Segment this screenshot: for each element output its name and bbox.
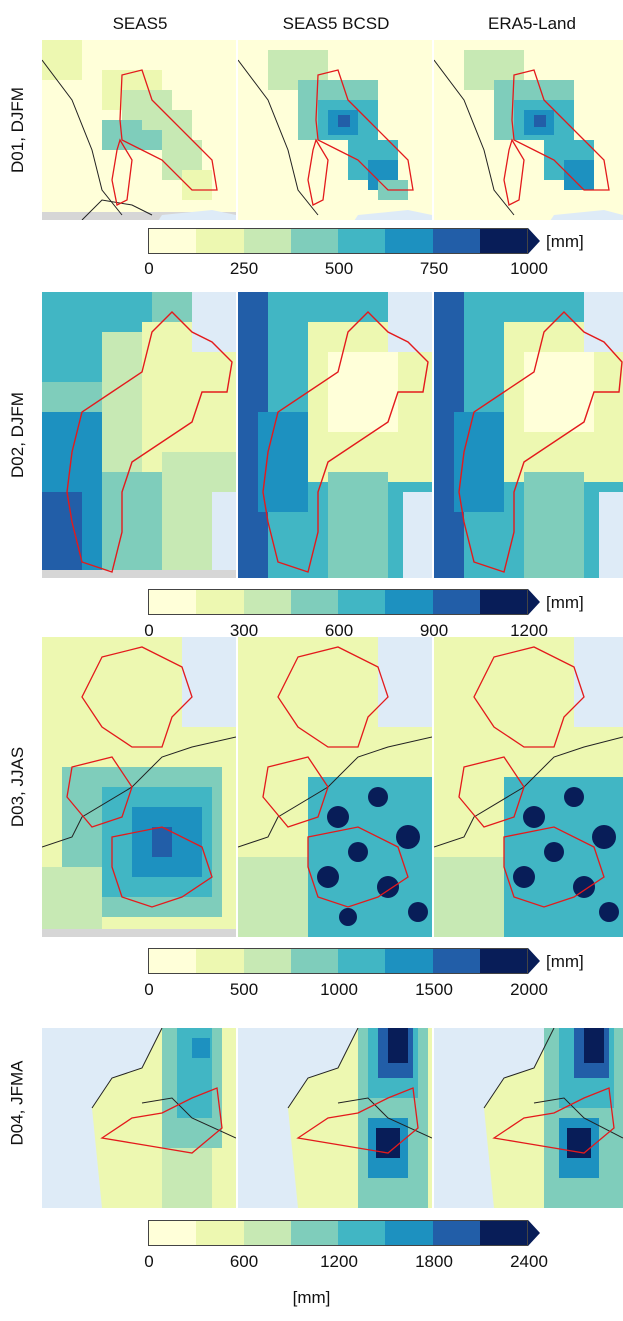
colorbar-tick: 600	[229, 1252, 259, 1271]
colorbar-segment	[196, 949, 244, 973]
colorbar-segment	[243, 590, 291, 614]
colorbar-d03	[148, 948, 528, 974]
colorbar-segment	[479, 1221, 527, 1245]
map-d04-seas5-bcsd	[238, 1028, 432, 1208]
colorbar-tick: 1500	[415, 980, 453, 999]
colorbar-unit: [mm]	[546, 593, 584, 612]
row-label-d01: D01, DJFM	[8, 87, 27, 173]
colorbar-segment	[338, 229, 386, 253]
colorbar-segment	[149, 590, 197, 614]
colorbar-tick: 500	[229, 980, 259, 999]
map-d01-era5-land	[434, 40, 623, 220]
precip-field	[42, 40, 212, 200]
colorbar-segment	[385, 590, 433, 614]
colorbar-tick: 2400	[510, 1252, 548, 1271]
colorbar-segment	[243, 229, 291, 253]
colorbar-segment	[290, 229, 338, 253]
colorbar-unit-bottom: [mm]	[292, 1288, 331, 1307]
map-d03-seas5-bcsd	[238, 637, 432, 937]
colorbar-segment	[196, 1221, 244, 1245]
colorbar-tick: 0	[144, 621, 154, 640]
precip-field	[464, 50, 594, 190]
map-d03-era5-land	[434, 637, 623, 937]
colorbar-segment	[385, 229, 433, 253]
colorbar-segment	[432, 949, 480, 973]
colorbar-d02	[148, 589, 528, 615]
row-label-d04: D04, JFMA	[8, 1059, 27, 1146]
colorbar-arrow	[528, 1220, 540, 1246]
colorbar-segment	[385, 1221, 433, 1245]
colorbar-segment	[338, 1221, 386, 1245]
colorbar-tick: 1000	[510, 259, 548, 278]
map-d01-seas5	[42, 40, 236, 220]
colorbar-unit: [mm]	[546, 952, 584, 971]
precip-field	[268, 50, 408, 200]
colorbar-arrow	[528, 589, 540, 615]
colorbar-unit: [mm]	[546, 232, 584, 251]
colorbar-segment	[432, 1221, 480, 1245]
column-header-seas5: SEAS5	[112, 14, 168, 33]
colorbar-tick: 500	[324, 259, 354, 278]
colorbar-tick: 300	[229, 621, 259, 640]
row-label-d02: D02, DJFM	[8, 392, 27, 478]
colorbar-d01	[148, 228, 528, 254]
colorbar-tick: 0	[144, 980, 154, 999]
map-d04-era5-land	[434, 1028, 623, 1208]
colorbar-segment	[196, 229, 244, 253]
colorbar-segment	[290, 949, 338, 973]
colorbar-segment	[432, 590, 480, 614]
colorbar-segment	[243, 1221, 291, 1245]
colorbar-tick: 0	[144, 259, 154, 278]
colorbar-segment	[479, 229, 527, 253]
colorbar-segment	[479, 949, 527, 973]
colorbar-tick: 1800	[415, 1252, 453, 1271]
colorbar-tick: 900	[419, 621, 449, 640]
colorbar-tick: 0	[144, 1252, 154, 1271]
map-d03-seas5	[42, 637, 236, 937]
colorbar-segment	[479, 590, 527, 614]
colorbar-segment	[385, 949, 433, 973]
map-d02-seas5-bcsd	[238, 292, 432, 578]
colorbar-segment	[149, 229, 197, 253]
colorbar-d04	[148, 1220, 528, 1246]
colorbar-tick: 2000	[510, 980, 548, 999]
colorbar-segment	[338, 949, 386, 973]
map-d02-era5-land	[434, 292, 623, 578]
colorbar-arrow	[528, 228, 540, 254]
row-label-d03: D03, JJAS	[8, 746, 27, 828]
colorbar-segment	[432, 229, 480, 253]
colorbar-segment	[290, 590, 338, 614]
colorbar-tick: 1200	[320, 1252, 358, 1271]
map-d02-seas5	[42, 292, 236, 578]
map-d01-seas5-bcsd	[238, 40, 432, 220]
colorbar-tick: 1000	[320, 980, 358, 999]
colorbar-segment	[149, 949, 197, 973]
colorbar-tick: 600	[324, 621, 354, 640]
colorbar-segment	[338, 590, 386, 614]
colorbar-arrow	[528, 948, 540, 974]
colorbar-tick: 1200	[510, 621, 548, 640]
colorbar-tick: 750	[419, 259, 449, 278]
map-d04-seas5	[42, 1028, 236, 1208]
column-header-era5-land: ERA5-Land	[488, 14, 576, 33]
colorbar-tick: 250	[229, 259, 259, 278]
colorbar-segment	[290, 1221, 338, 1245]
colorbar-segment	[196, 590, 244, 614]
column-header-seas5-bcsd: SEAS5 BCSD	[282, 14, 390, 33]
colorbar-segment	[243, 949, 291, 973]
colorbar-segment	[149, 1221, 197, 1245]
